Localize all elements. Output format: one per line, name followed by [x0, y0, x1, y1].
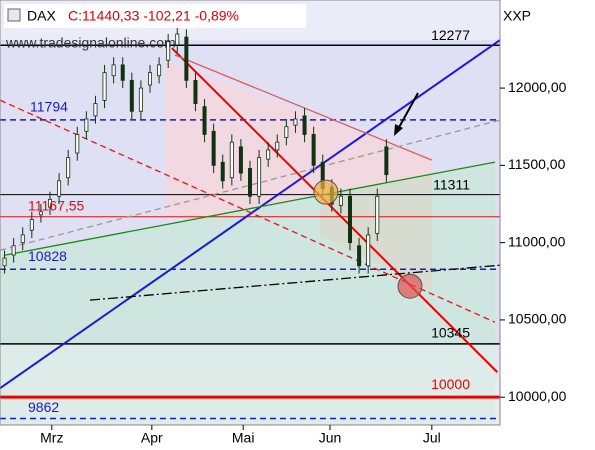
level-label: 10345 [431, 325, 470, 341]
trendline [171, 47, 498, 373]
candle-body [175, 33, 180, 46]
trendline [174, 54, 433, 161]
source: www.tradesignalonline.com [5, 35, 176, 51]
y-tick-label: 12000,00 [508, 79, 567, 95]
candle-body [347, 195, 352, 244]
candle-body [202, 106, 207, 135]
y-tick-label: 10000,00 [508, 388, 567, 404]
candle-body [229, 141, 234, 179]
chart-subtitle: C:11440,33 -102,21 -0,89% [68, 8, 239, 24]
level-label: 11167,55 [28, 197, 85, 213]
candle-body [266, 149, 271, 160]
candle-body [138, 87, 143, 112]
candle-body [293, 118, 298, 126]
candle-body [29, 219, 34, 231]
arrow-head [394, 124, 403, 136]
plot-border [0, 0, 501, 426]
candle-body [66, 157, 71, 179]
candle-body [2, 257, 7, 267]
plot [0, 26, 501, 420]
arrow [396, 92, 419, 132]
volume-pane [0, 343, 500, 425]
candle-body [366, 234, 371, 267]
candle-body [238, 146, 243, 174]
candle-body [357, 245, 362, 267]
x-tick-label: Jun [319, 430, 342, 446]
candle-body [129, 79, 134, 112]
header-icon [7, 8, 21, 22]
candle-body [120, 64, 125, 81]
candle-body [57, 180, 62, 197]
candle-body [184, 36, 189, 81]
candle-body [220, 161, 225, 182]
x-tick-label: Mrz [40, 430, 63, 446]
level-label: 12277 [431, 27, 470, 43]
chart-title: DAX [27, 8, 56, 24]
y-tick-label: 11500,00 [508, 156, 566, 172]
candle-body [38, 211, 43, 216]
axis-label: XXP [503, 8, 531, 24]
candle-body [93, 103, 98, 117]
level-label: 11311 [433, 176, 470, 192]
header-box [4, 4, 306, 28]
candle-body [193, 79, 198, 104]
candle-body [166, 41, 171, 61]
candle-body [147, 72, 152, 86]
marker [397, 273, 423, 299]
level-label: 10828 [28, 248, 67, 264]
candle-body [84, 118, 89, 132]
marker [313, 179, 339, 205]
x-tick-label: Mai [232, 430, 255, 446]
trendline [0, 119, 501, 251]
trendline [4, 161, 496, 256]
candle-body [48, 198, 53, 208]
candle-body [257, 157, 262, 197]
candle-body [157, 64, 162, 77]
candle-body [11, 245, 16, 256]
candle-body [384, 146, 389, 176]
candle-body [111, 64, 116, 77]
candle-body [338, 195, 343, 206]
trendline [0, 39, 501, 390]
candle-body [102, 72, 107, 101]
candle-body [75, 134, 80, 154]
y-tick-label: 11000,00 [508, 233, 566, 249]
candle-body [211, 130, 216, 166]
candle-body [311, 134, 316, 166]
candle-body [275, 141, 280, 151]
trendline [89, 264, 501, 301]
x-tick-label: Apr [141, 430, 163, 446]
candle-body [375, 195, 380, 234]
level-label: 9862 [28, 399, 59, 415]
candle-body [284, 126, 289, 138]
candle-body [20, 234, 25, 244]
candle-body [247, 168, 252, 197]
level-label: 10000 [431, 376, 470, 392]
candle-body [302, 115, 307, 135]
level-label: 11794 [30, 99, 68, 115]
x-tick-label: Jul [423, 430, 441, 446]
y-tick-label: 10500,00 [508, 311, 567, 327]
